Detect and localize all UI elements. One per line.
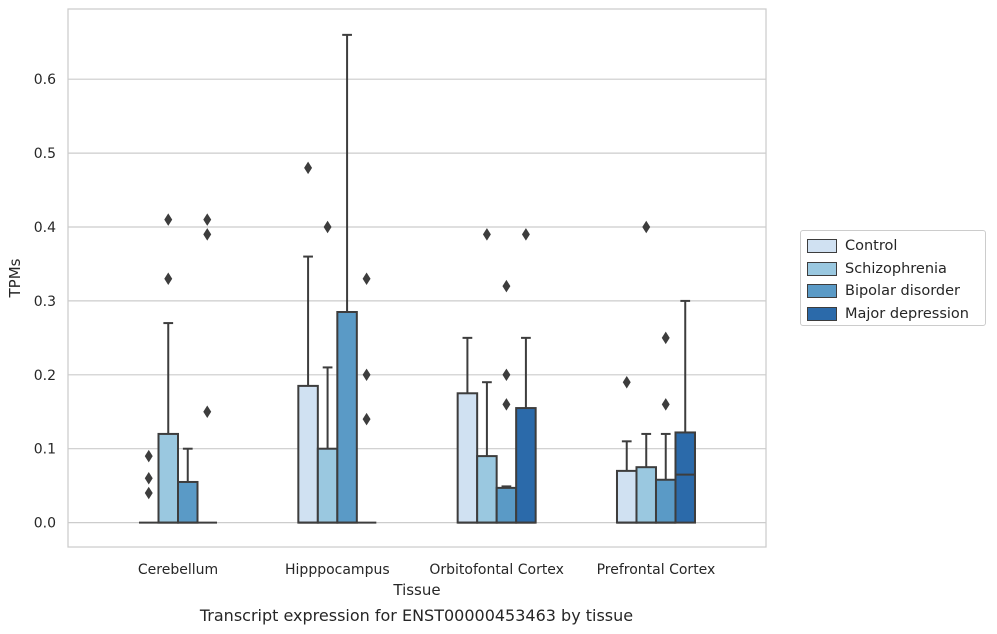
outlier-point (521, 228, 530, 241)
plot-area-frame (67, 8, 767, 548)
legend-label-control: Control (845, 238, 898, 255)
y-tick-label: 0.5 (34, 146, 56, 162)
box-group (297, 161, 319, 524)
box-group (316, 220, 339, 524)
y-axis-label: TPMs (6, 258, 24, 298)
box (615, 469, 638, 524)
outlier-point (362, 368, 371, 382)
x-axis-label: Tissue (392, 581, 440, 599)
y-tick-label: 0.2 (34, 368, 56, 384)
legend-item-major-depression: Major depression (807, 303, 979, 326)
outlier-point (304, 161, 313, 175)
outlier-point (144, 472, 153, 485)
box (316, 447, 339, 524)
y-tick-labels: 0.0 0.1 0.2 0.3 0.4 0.5 0.6 (34, 72, 56, 531)
outlier-point (502, 368, 511, 382)
outlier-point (323, 220, 332, 234)
box (476, 455, 498, 524)
y-tick-label: 0.1 (34, 442, 56, 458)
box-group (674, 299, 696, 524)
outlier-point (642, 220, 651, 234)
legend-swatch-schizophrenia (807, 261, 837, 276)
outlier-point (661, 331, 670, 345)
outlier-point (203, 228, 212, 241)
box (495, 486, 518, 524)
outlier-point (482, 228, 491, 241)
outlier-point (362, 412, 371, 426)
outlier-point (502, 279, 511, 293)
box (515, 407, 537, 524)
outlier-point (362, 272, 371, 285)
box (674, 431, 696, 524)
outlier-point (661, 398, 670, 411)
legend-item-bipolar-disorder: Bipolar disorder (807, 280, 979, 303)
box-group (476, 228, 498, 524)
x-tick-label: Orbitofontal Cortex (429, 562, 564, 578)
x-tick-labels: Cerebellum Hipppocampus Orbitofontal Corte… (138, 562, 715, 578)
outlier-point (502, 398, 511, 411)
box (177, 480, 199, 524)
legend-label-bipolar-disorder: Bipolar disorder (845, 283, 960, 300)
x-tick-label: Hipppocampus (285, 562, 390, 578)
outlier-point (622, 375, 631, 389)
box-group (139, 449, 159, 524)
y-tick-label: 0.3 (34, 294, 56, 310)
box-group (515, 228, 537, 524)
box-plots (139, 33, 696, 524)
y-tick-label: 0.4 (34, 220, 56, 236)
outlier-point (164, 213, 173, 226)
legend-label-schizophrenia: Schizophrenia (845, 260, 947, 277)
legend: Control Schizophrenia Bipolar disorder M… (800, 230, 986, 326)
x-tick-label: Cerebellum (138, 562, 218, 578)
box-group (356, 272, 377, 524)
outlier-point (144, 486, 153, 500)
box-group (197, 213, 217, 524)
legend-swatch-major-depression (807, 306, 837, 321)
x-tick-label: Prefrontal Cortex (597, 562, 716, 578)
chart-title: Transcript expression for ENST0000045346… (199, 606, 634, 625)
box-group (615, 375, 638, 524)
outlier-point (164, 272, 173, 285)
y-tick-label: 0.6 (34, 72, 56, 88)
box-group (654, 331, 677, 524)
outlier-point (144, 449, 153, 463)
box-group (456, 336, 479, 524)
legend-swatch-bipolar-disorder (807, 284, 837, 299)
box-group (336, 33, 358, 524)
box (336, 310, 358, 524)
box-group (495, 279, 518, 524)
box (635, 466, 657, 524)
outlier-point (203, 213, 212, 226)
legend-label-major-depression: Major depression (845, 305, 969, 322)
y-tick-label: 0.0 (34, 516, 56, 532)
outlier-point (203, 405, 212, 419)
box (157, 432, 179, 524)
box-group (635, 220, 657, 524)
box (297, 384, 319, 524)
legend-item-control: Control (807, 235, 979, 258)
box-group (177, 447, 199, 524)
legend-item-schizophrenia: Schizophrenia (807, 258, 979, 281)
legend-swatch-control (807, 239, 837, 254)
box (654, 478, 677, 524)
box-group (157, 213, 179, 524)
box (456, 392, 479, 524)
